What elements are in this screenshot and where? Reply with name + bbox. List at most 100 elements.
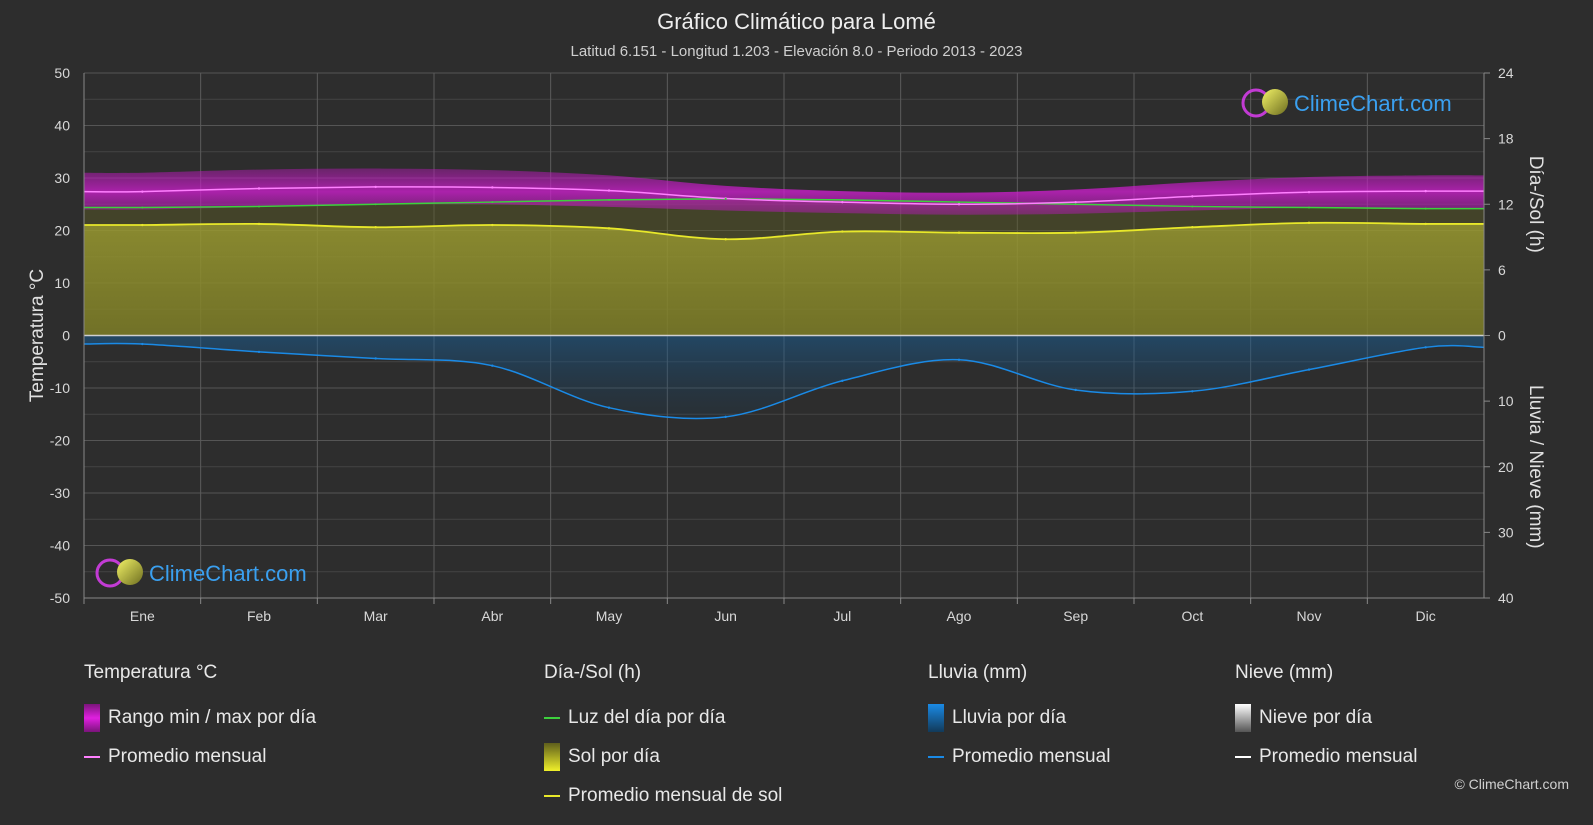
x-month-label: Nov [1297, 608, 1322, 624]
daylight-point [1424, 207, 1427, 210]
daylight-point [258, 205, 260, 208]
sun-avg-point [957, 231, 961, 234]
sun-avg-point [724, 238, 727, 241]
x-month-label: Oct [1181, 608, 1203, 624]
temp-avg-point [1191, 195, 1194, 198]
daylight-point [841, 198, 844, 201]
sun-avg-point [1424, 222, 1427, 226]
rain-swatch [928, 703, 944, 732]
y-right-hours-tick-label: 12 [1498, 196, 1514, 212]
chart-title: Gráfico Climático para Lomé [657, 9, 936, 34]
temp-avg-point [607, 189, 611, 192]
series-lines-layer [83, 185, 1485, 420]
daylight-point [141, 206, 144, 209]
y-left-tick-label: 10 [54, 275, 70, 291]
rain-avg-point [491, 364, 494, 367]
sun-avg-point [374, 226, 377, 229]
sun-avg-point [1307, 221, 1311, 225]
y-left-tick-label: 30 [54, 170, 70, 186]
y-left-tick-label: -20 [50, 433, 70, 449]
rain-avg-point [1307, 368, 1311, 371]
rain-avg-point [607, 406, 611, 409]
x-month-label: Jul [833, 608, 851, 624]
sun-avg-point [491, 223, 494, 227]
rain-avg-point [1424, 346, 1427, 349]
legend-temperature: Temperatura °C Rango min / max por día P… [84, 662, 316, 776]
x-month-label: Ene [130, 608, 155, 624]
temp-avg-point [1424, 189, 1427, 193]
x-month-label: Mar [364, 608, 388, 624]
temp-avg-point [1074, 200, 1077, 204]
watermark-text: ClimeChart.com [149, 561, 307, 586]
temp-avg-swatch [84, 755, 100, 758]
x-month-label: Abr [481, 608, 503, 624]
y-right-hours-axis-title: Día-/Sol (h) [1525, 156, 1546, 253]
logo-globe-icon [117, 559, 143, 585]
legend-item-daylight: Luz del día por día [544, 698, 782, 737]
y-right-mm-axis-title: Lluvia / Nieve (mm) [1525, 385, 1546, 549]
temp-avg-point [1307, 190, 1311, 194]
daylight-point [608, 198, 610, 201]
axes-layer: 50 40 30 20 10 0 -10 -20 -30 -40 -50 24 18 12 6 0 10 20 30… [27, 65, 1546, 624]
legend-rain-title: Lluvia (mm) [928, 662, 1028, 683]
daylight-point [724, 197, 727, 200]
x-month-label: Jun [714, 608, 737, 624]
sun-avg-point [1074, 231, 1077, 234]
y-left-tick-label: 20 [54, 223, 70, 239]
watermark-bottom: ClimeChart.com [95, 558, 307, 588]
sun-avg-point [607, 227, 611, 230]
legend-label: Promedio mensual [108, 745, 267, 767]
rain-avg-point [724, 415, 727, 419]
rain-avg-point [1191, 390, 1194, 393]
y-left-tick-label: -50 [50, 590, 70, 606]
y-right-mm-tick-label: 10 [1498, 393, 1514, 409]
x-month-label: Feb [247, 608, 271, 624]
legend-item-sun: Sol por día [544, 737, 782, 776]
snow-swatch [1235, 703, 1251, 732]
legend-label: Promedio mensual [952, 745, 1111, 767]
sunshine-average-line [83, 221, 1485, 241]
legend-item-temp-avg: Promedio mensual [84, 737, 316, 776]
rain-avg-point [957, 358, 961, 361]
x-month-label: Ago [947, 608, 972, 624]
y-left-axis-title: Temperatura °C [27, 269, 48, 402]
daylight-point [1191, 205, 1194, 208]
temp-avg-point [841, 200, 844, 204]
rain-avg-point [1074, 388, 1077, 392]
legend-rain: Lluvia (mm) Lluvia por día Promedio mens… [928, 662, 1110, 776]
sun-avg-point [141, 223, 144, 227]
legend-item-temp-range: Rango min / max por día [84, 698, 316, 737]
copyright-notice: © ClimeChart.com [1454, 776, 1569, 792]
sun-avg-point [841, 230, 844, 233]
legend-label: Promedio mensual de sol [568, 784, 783, 806]
daylight-point [491, 201, 494, 204]
x-month-label: Dic [1416, 608, 1436, 624]
sun-swatch [544, 742, 560, 771]
rain-layer [84, 335, 1484, 419]
legend-sun: Día-/Sol (h) Luz del día por día Sol por… [544, 662, 782, 815]
temp-avg-point [491, 186, 494, 189]
temperature-average-line [83, 186, 1485, 206]
legend-sun-title: Día-/Sol (h) [544, 662, 642, 683]
y-left-tick-label: 0 [62, 328, 70, 344]
x-month-label: May [596, 608, 622, 624]
y-left-tick-label: 40 [54, 118, 70, 134]
logo-globe-icon [1262, 89, 1288, 115]
x-month-label: Sep [1063, 608, 1088, 624]
legend-label: Nieve por día [1259, 706, 1373, 728]
legend-snow: Nieve (mm) Nieve por día Promedio mensua… [1235, 662, 1417, 776]
y-right-hours-tick-label: 24 [1498, 65, 1514, 81]
legend-label: Sol por día [568, 745, 660, 767]
y-left-tick-label: 50 [54, 65, 70, 81]
legend-item-snow: Nieve por día [1235, 698, 1417, 737]
y-right-mm-tick-label: 20 [1498, 459, 1514, 475]
sun-avg-point [1191, 226, 1194, 229]
temp-avg-point [141, 190, 144, 193]
y-left-tick-label: -30 [50, 485, 70, 501]
daylight-point [958, 201, 960, 204]
rain-avg-point [841, 379, 844, 382]
y-right-mm-tick-label: 40 [1498, 590, 1514, 606]
watermark-text: ClimeChart.com [1294, 91, 1452, 116]
temp-avg-point [257, 187, 261, 190]
